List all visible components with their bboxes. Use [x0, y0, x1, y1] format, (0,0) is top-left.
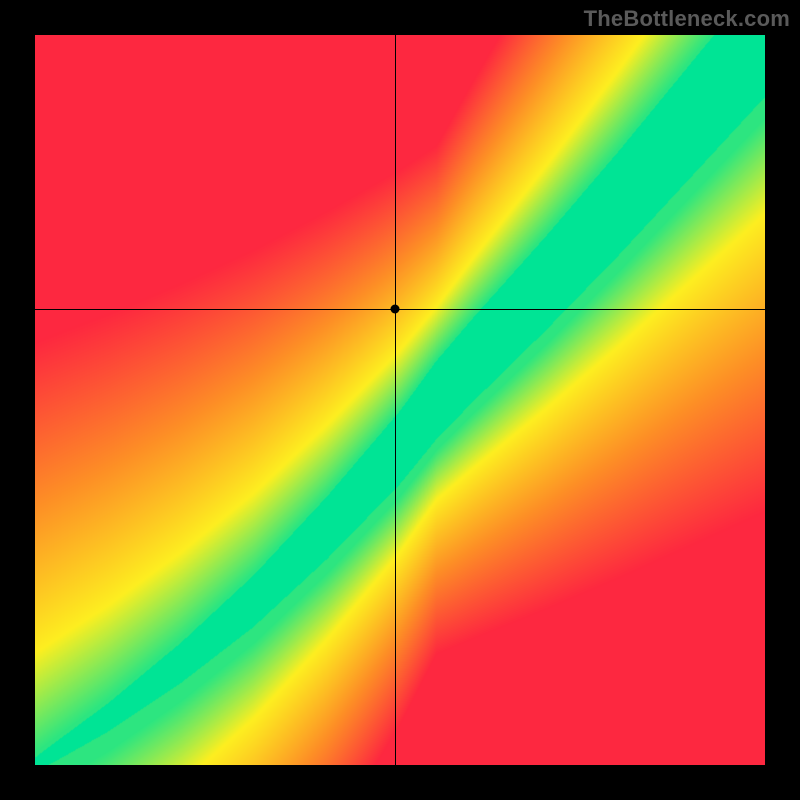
crosshair-horizontal [35, 309, 765, 310]
crosshair-vertical [395, 35, 396, 765]
plot-area [35, 35, 765, 765]
target-point [390, 304, 399, 313]
watermark-text: TheBottleneck.com [584, 6, 790, 32]
chart-container: TheBottleneck.com [0, 0, 800, 800]
heatmap-canvas [35, 35, 765, 765]
